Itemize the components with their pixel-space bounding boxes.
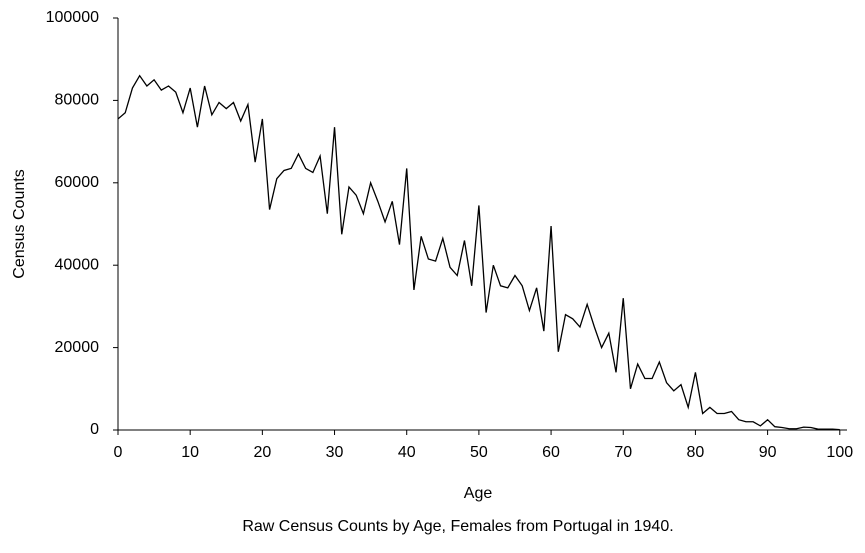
x-tick-label: 40 xyxy=(398,444,416,461)
y-tick-label: 0 xyxy=(90,421,99,438)
x-tick-label: 90 xyxy=(759,444,777,461)
x-axis-label: Age xyxy=(464,485,493,502)
x-tick-label: 60 xyxy=(542,444,560,461)
x-tick-label: 20 xyxy=(253,444,271,461)
x-tick-label: 50 xyxy=(470,444,488,461)
x-tick-label: 10 xyxy=(181,444,199,461)
x-tick-label: 0 xyxy=(114,444,123,461)
y-tick-label: 40000 xyxy=(55,256,100,273)
y-tick-label: 20000 xyxy=(55,339,100,356)
x-tick-label: 70 xyxy=(614,444,632,461)
y-tick-label: 60000 xyxy=(55,174,100,191)
y-tick-label: 80000 xyxy=(55,92,100,109)
x-tick-label: 100 xyxy=(826,444,853,461)
x-tick-label: 80 xyxy=(687,444,705,461)
caption: Raw Census Counts by Age, Females from P… xyxy=(242,518,673,535)
y-axis-label: Census Counts xyxy=(11,169,28,278)
y-tick-label: 100000 xyxy=(46,9,99,26)
x-tick-label: 30 xyxy=(326,444,344,461)
data-line xyxy=(117,74,840,431)
